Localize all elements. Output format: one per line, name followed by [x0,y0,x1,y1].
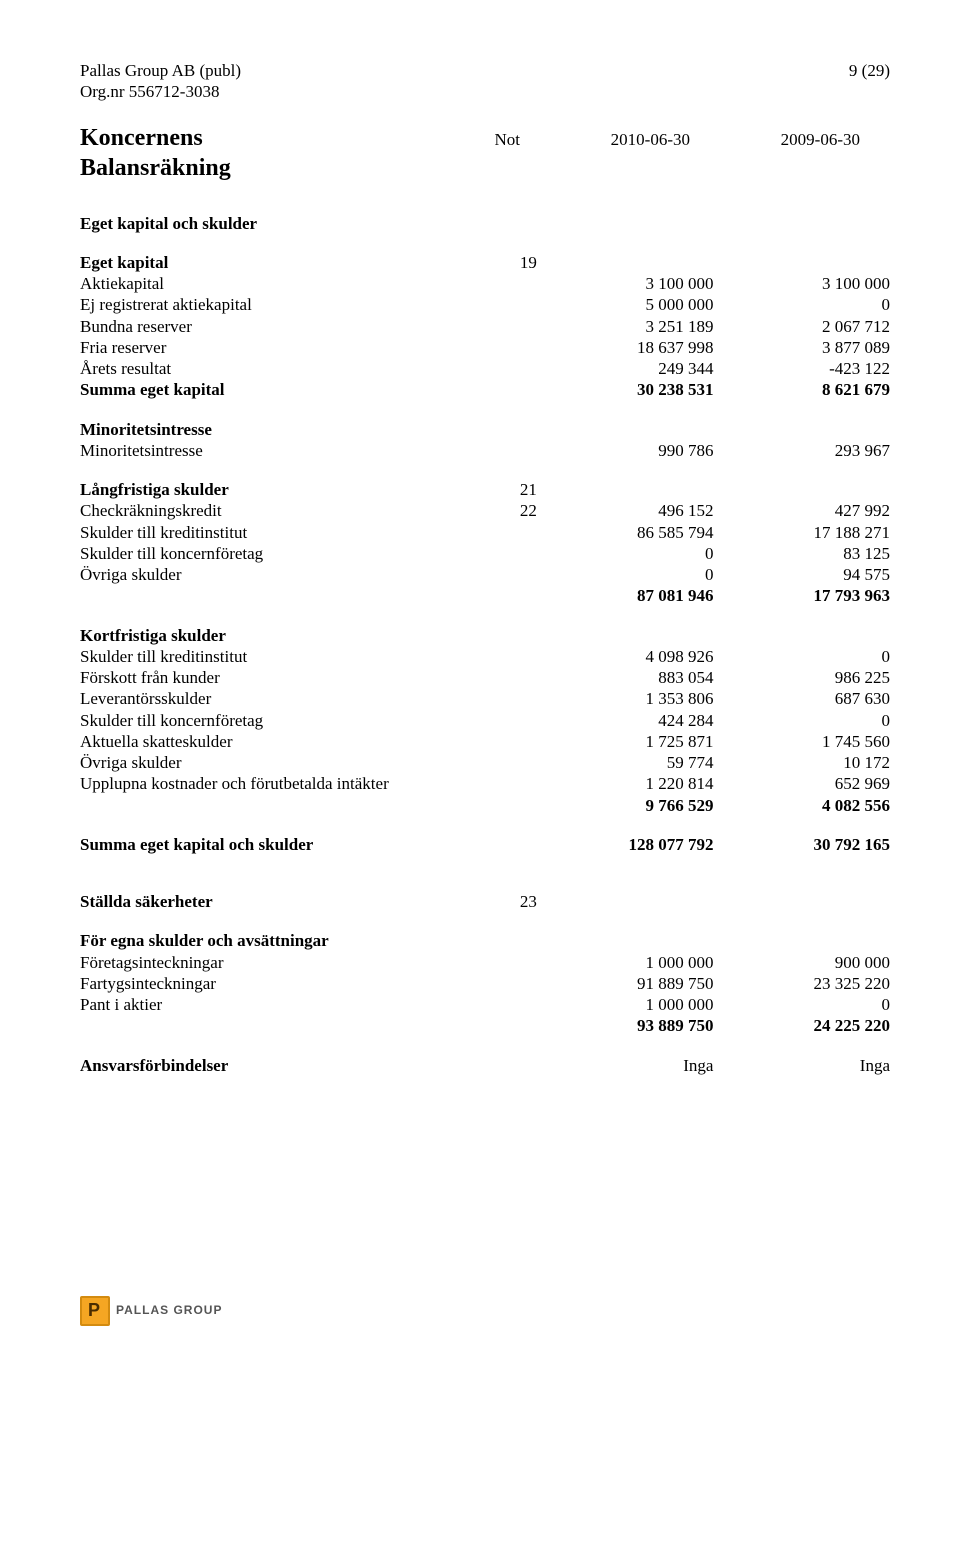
table-row: Skulder till kreditinstitut86 585 79417 … [80,522,890,543]
title-line1: Koncernens [80,123,450,153]
table-row: Minoritetsintresse990 786293 967 [80,440,890,461]
title-block: Koncernens Balansräkning Not 2010-06-30 … [80,123,890,183]
title-line2: Balansräkning [80,153,450,183]
footer-brand: PALLAS GROUP [116,1303,222,1318]
table-row: Skulder till koncernföretag083 125 [80,543,890,564]
ansvars-row: AnsvarsförbindelserIngaInga [80,1055,890,1076]
table-row: Bundna reserver3 251 1892 067 712 [80,316,890,337]
subsection-heading: Minoritetsintresse [80,419,890,440]
table-row: Upplupna kostnader och förutbetalda intä… [80,773,890,794]
grand-total-row: Summa eget kapital och skulder128 077 79… [80,834,890,855]
company-name: Pallas Group AB (publ) [80,60,241,81]
subsection-heading: Kortfristiga skulder [80,625,890,646]
note-column-header: Not [450,129,520,150]
footer: PALLAS GROUP [80,1296,890,1326]
page-header: Pallas Group AB (publ) Org.nr 556712-303… [80,60,890,103]
section-heading: Eget kapital och skulder [80,213,890,234]
subsection-heading: Långfristiga skulder21 [80,479,890,500]
table-row: Övriga skulder59 77410 172 [80,752,890,773]
page-number: 9 (29) [849,60,890,103]
table-row: Företagsinteckningar1 000 000900 000 [80,952,890,973]
table-row: Skulder till kreditinstitut4 098 9260 [80,646,890,667]
table-row: Fartygsinteckningar91 889 75023 325 220 [80,973,890,994]
period-b-header: 2009-06-30 [690,129,860,150]
table-row: Pant i aktier1 000 0000 [80,994,890,1015]
subsection-heading: Eget kapital 19 [80,252,890,273]
table-row: Leverantörsskulder1 353 806687 630 [80,688,890,709]
subsection-heading: Ställda säkerheter23 [80,891,890,912]
table-row: Årets resultat249 344-423 122 [80,358,890,379]
pallas-logo-icon [80,1296,110,1326]
balance-table: Eget kapital och skulder Eget kapital 19… [80,213,890,1076]
table-row: Skulder till koncernföretag424 2840 [80,710,890,731]
sub-note: För egna skulder och avsättningar [80,930,890,951]
table-row: Förskott från kunder883 054986 225 [80,667,890,688]
sum-row: 9 766 5294 082 556 [80,795,890,816]
table-row: Checkräkningskredit22496 152427 992 [80,500,890,521]
table-row: Aktiekapital3 100 0003 100 000 [80,273,890,294]
table-row: Ej registrerat aktiekapital5 000 0000 [80,294,890,315]
sum-row: Summa eget kapital30 238 5318 621 679 [80,379,890,400]
sum-row: 87 081 94617 793 963 [80,585,890,606]
table-row: Aktuella skatteskulder1 725 8711 745 560 [80,731,890,752]
table-row: Övriga skulder094 575 [80,564,890,585]
sum-row: 93 889 75024 225 220 [80,1015,890,1036]
org-number: Org.nr 556712-3038 [80,81,241,102]
table-row: Fria reserver18 637 9983 877 089 [80,337,890,358]
period-a-header: 2010-06-30 [520,129,690,150]
